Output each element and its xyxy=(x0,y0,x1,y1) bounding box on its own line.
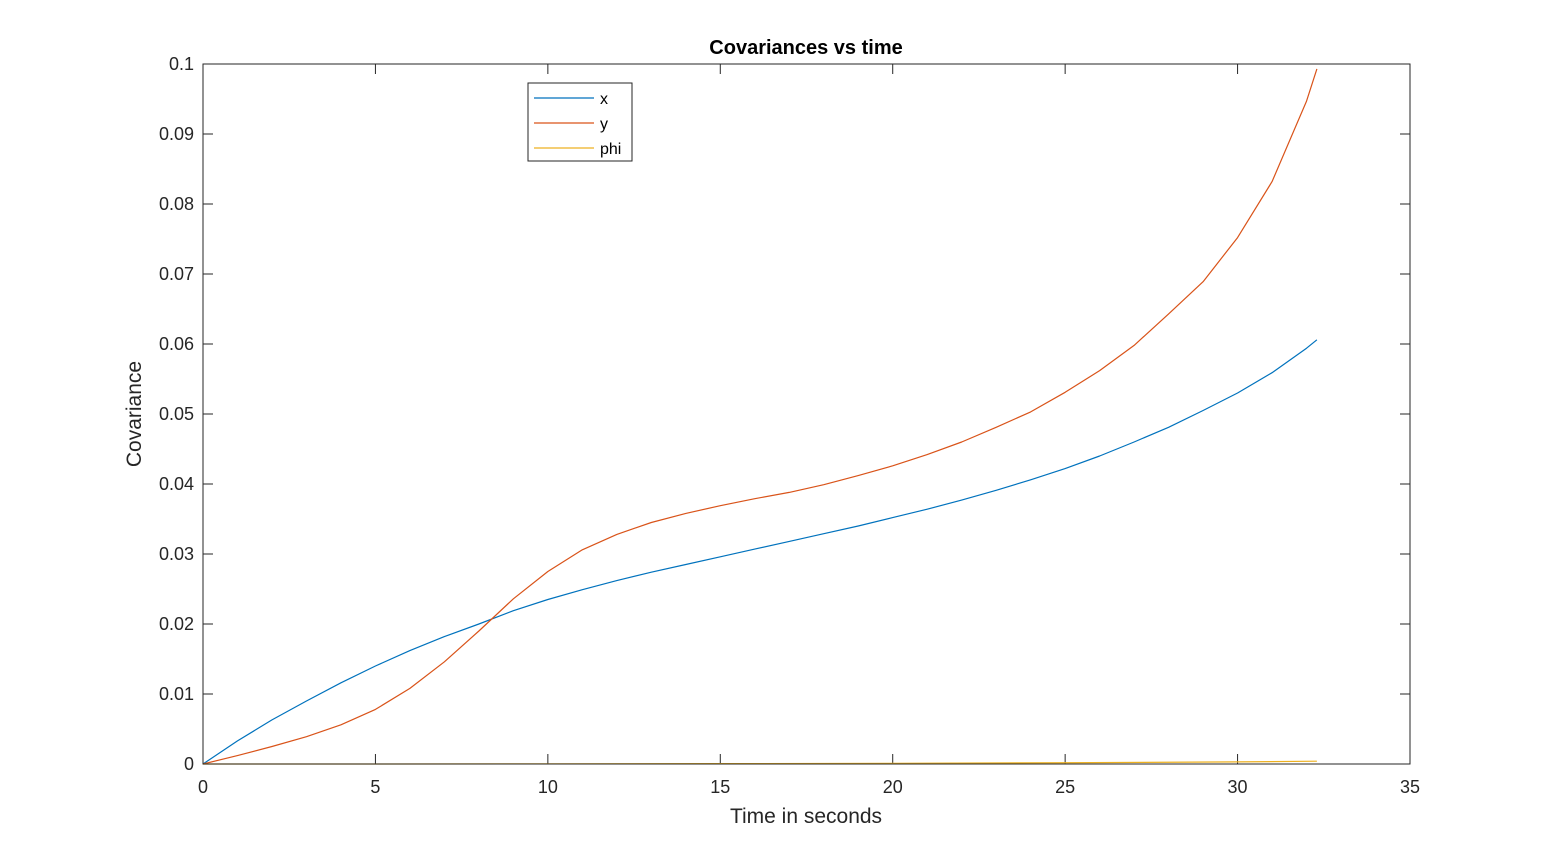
y-tick-label: 0.01 xyxy=(159,684,194,704)
y-axis-label: Covariance xyxy=(123,361,146,467)
y-tick-label: 0.06 xyxy=(159,334,194,354)
y-tick-label: 0.09 xyxy=(159,124,194,144)
x-tick-label: 25 xyxy=(1055,777,1075,797)
axes-box xyxy=(202,63,1411,765)
y-tick-label: 0.05 xyxy=(159,404,194,424)
x-tick-label: 30 xyxy=(1228,777,1248,797)
legend-label-phi: phi xyxy=(600,141,621,158)
plot-area xyxy=(203,64,1410,764)
x-tick-label: 0 xyxy=(198,777,208,797)
y-tick-label: 0.04 xyxy=(159,474,194,494)
series-line-x xyxy=(202,339,1318,765)
x-tick-label: 20 xyxy=(883,777,903,797)
legend-label-y: y xyxy=(600,116,608,133)
y-tick-label: 0.02 xyxy=(159,614,194,634)
x-tick-label: 15 xyxy=(710,777,730,797)
axis-ticks: 0 5 10 15 20 25 30 35 0 0.01 0.02 0.03 0.04 0.05 0.06 0… xyxy=(159,54,1420,797)
legend-label-x: x xyxy=(600,91,608,108)
y-tick-label: 0 xyxy=(184,754,194,774)
chart-legend: xy phi xyxy=(527,82,633,162)
x-tick-label: 5 xyxy=(370,777,380,797)
y-tick-label: 0.07 xyxy=(159,264,194,284)
chart-title: Covariances vs time xyxy=(709,37,902,59)
y-tick-label: 0.03 xyxy=(159,544,194,564)
x-tick-label: 35 xyxy=(1400,777,1420,797)
y-tick-label: 0.08 xyxy=(159,194,194,214)
x-tick-label: 10 xyxy=(538,777,558,797)
y-tick-label: 0.1 xyxy=(169,54,194,74)
x-axis-label: Time in seconds xyxy=(730,805,882,828)
series-line-y xyxy=(202,68,1318,765)
